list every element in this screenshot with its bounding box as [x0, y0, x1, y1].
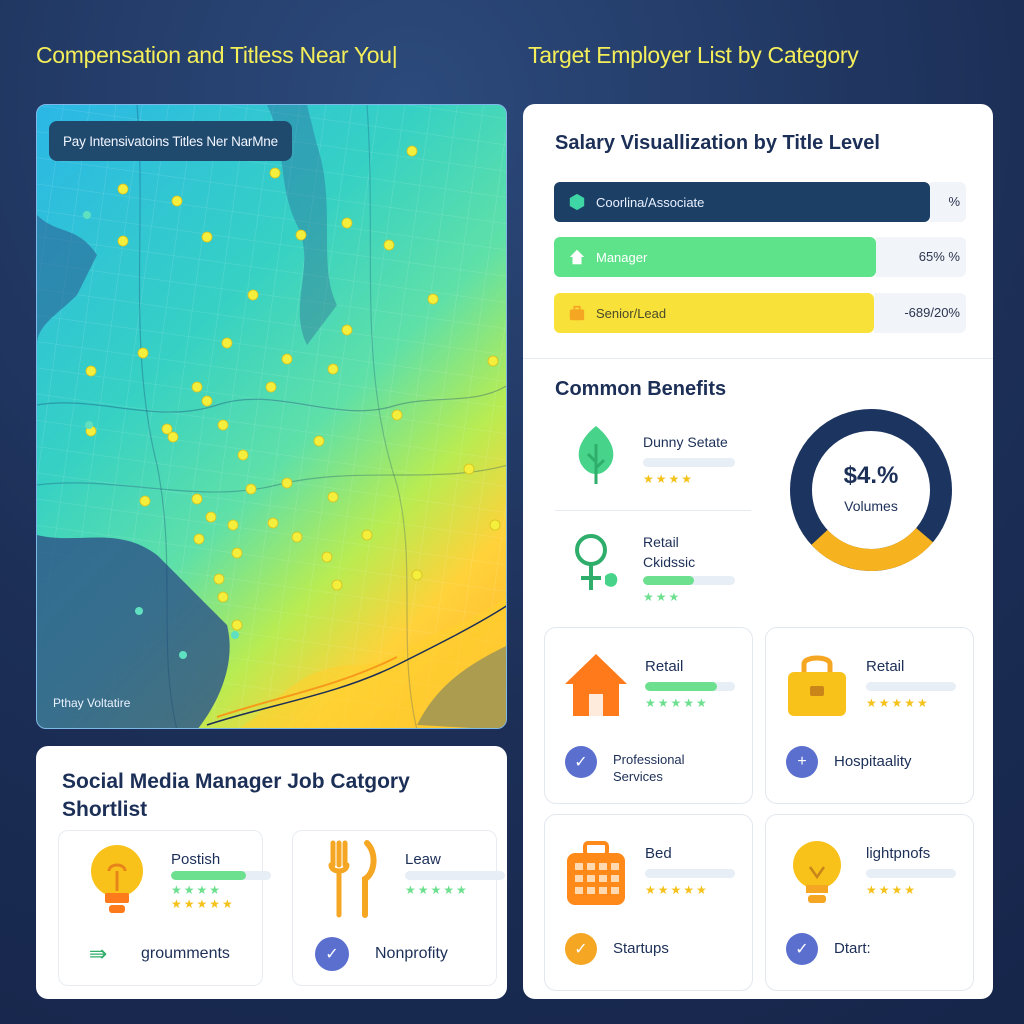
shortlist-stars-2: ★★★★★ — [171, 897, 235, 911]
category-card-retail[interactable]: Retail ★★★★★ ✓ Professional Services — [544, 627, 753, 804]
category-stars: ★★★★★ — [645, 883, 709, 897]
salary-track — [876, 237, 966, 277]
map-badge: Pay Intensivatoins Titles Ner NarMne — [49, 121, 292, 161]
shortlist-card-subtitle: groumments — [141, 945, 230, 962]
arrow-icon[interactable]: ⇛ — [88, 941, 108, 966]
benefit-stars: ★★★★ — [643, 472, 695, 486]
benefit-rating — [643, 576, 735, 585]
donut-chart — [790, 409, 952, 571]
shortlist-panel: Social Media Manager Job Catgory Shortli… — [36, 746, 507, 999]
volumes-donut[interactable]: $4.% Volumes — [787, 406, 955, 574]
map-pins — [85, 145, 501, 631]
shortlist-card-subtitle: Nonprofity — [375, 945, 448, 962]
benefit-subname: Ckidssic — [643, 554, 696, 570]
category-title: Bed — [645, 845, 672, 862]
category-rating — [645, 682, 735, 691]
category-rating — [645, 869, 735, 878]
house-icon — [565, 654, 627, 716]
category-subtitle: Professional — [613, 752, 685, 767]
add-icon[interactable]: + — [786, 746, 818, 778]
check-icon[interactable]: ✓ — [565, 746, 597, 778]
shortlist-card-leaw[interactable]: Leaw ★★★★★ ✓ Nonprofity — [292, 830, 505, 986]
salary-bar: Manager — [554, 237, 876, 277]
fork-knife-icon — [328, 840, 377, 918]
category-subtitle-2: Services — [613, 769, 663, 784]
shortlist-card-title: Postish — [171, 851, 221, 868]
salary-row-senior[interactable]: Senior/Lead -689/20% — [554, 293, 966, 333]
salary-label: Coorlina/Associate — [596, 194, 705, 210]
map-legend-label: Pthay Voltatire — [53, 696, 131, 710]
category-card-bed[interactable]: Bed ★★★★★ ✓ Startups — [544, 814, 753, 991]
lightbulb-icon — [91, 845, 143, 913]
salary-row-manager[interactable]: Manager 65% % — [554, 237, 966, 277]
category-subtitle: Hospitaality — [834, 753, 912, 770]
employer-list-heading: Target Employer List by Category — [528, 42, 859, 68]
salary-title: Salary Visuallization by Title Level — [555, 132, 880, 154]
category-title: lightpnofs — [866, 845, 931, 862]
salary-bar: Coorlina/Associate — [554, 182, 930, 222]
category-card-retail-2[interactable]: Retail ★★★★★ + Hospitaality — [765, 627, 974, 804]
donut-label: Volumes — [844, 498, 898, 514]
suitcase-icon — [567, 841, 625, 905]
lightbulb-icon — [793, 841, 841, 903]
employer-panel: Salary Visuallization by Title Level Coo… — [523, 104, 993, 999]
shopping-bag-icon — [788, 655, 846, 716]
salary-row-associate[interactable]: Coorlina/Associate % — [554, 182, 966, 222]
category-stars: ★★★★★ — [645, 696, 709, 710]
benefit-name: Dunny Setate — [643, 434, 728, 450]
category-title: Retail — [645, 658, 684, 675]
map-pins-teal — [83, 211, 239, 659]
check-icon[interactable]: ✓ — [315, 937, 349, 971]
shortlist-card-postish[interactable]: Postish ★★★★ ★★★★★ ⇛ groumments — [58, 830, 271, 986]
category-stars: ★★★★★ — [866, 696, 930, 710]
shortlist-rating — [171, 871, 271, 880]
category-title: Retail — [866, 658, 905, 675]
salary-value: 65% % — [918, 249, 960, 264]
donut-value: $4.% — [843, 462, 899, 489]
salary-bar: Senior/Lead — [554, 293, 874, 333]
category-card-lightpnofs[interactable]: lightpnofs ★★★★ ✓ Dtart: — [765, 814, 974, 991]
shortlist-rating — [405, 871, 505, 880]
salary-track — [930, 182, 966, 222]
category-rating — [866, 682, 956, 691]
category-rating — [866, 869, 956, 878]
leaf-icon — [578, 426, 614, 484]
shortlist-stars: ★★★★★ — [405, 883, 469, 897]
category-stars: ★★★★ — [866, 883, 918, 897]
benefit-rating — [643, 458, 735, 467]
benefits-title: Common Benefits — [555, 378, 727, 400]
female-symbol-icon — [575, 534, 618, 590]
check-icon[interactable]: ✓ — [786, 933, 818, 965]
benefit-name: Retail — [643, 534, 679, 550]
salary-value: % — [948, 194, 960, 209]
salary-label: Senior/Lead — [596, 305, 667, 321]
shortlist-title: Social Media Manager Job Catgory Shortli… — [62, 770, 410, 821]
briefcase-icon — [569, 305, 585, 321]
divider — [523, 358, 993, 359]
salary-value: -689/20% — [904, 305, 960, 320]
home-icon — [569, 249, 585, 265]
salary-label: Manager — [596, 249, 648, 265]
shortlist-stars: ★★★★ — [171, 883, 223, 897]
category-subtitle: Startups — [613, 940, 669, 957]
compensation-heading: Compensation and Titless Near You| — [36, 42, 398, 68]
shortlist-card-title: Leaw — [405, 851, 441, 868]
check-icon[interactable]: ✓ — [565, 933, 597, 965]
divider — [555, 510, 751, 511]
salary-track — [874, 293, 966, 333]
benefit-stars: ★★★ — [643, 590, 682, 604]
hexagon-icon — [569, 193, 585, 211]
map-graphic — [37, 105, 506, 728]
category-subtitle: Dtart: — [834, 940, 871, 957]
pay-map[interactable]: Pay Intensivatoins Titles Ner NarMne Pth… — [36, 104, 507, 729]
